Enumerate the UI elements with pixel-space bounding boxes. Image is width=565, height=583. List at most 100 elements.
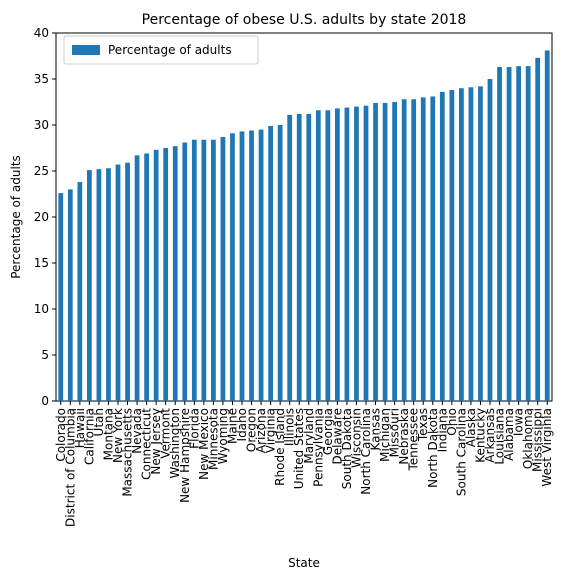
x-tick-label: Washington: [168, 408, 182, 479]
x-tick-label: Maryland: [302, 408, 316, 464]
bar: [497, 67, 502, 401]
x-tick-label: Ohio: [445, 408, 459, 436]
y-tick-label: 30: [34, 118, 49, 132]
x-tick-label: Virginia: [264, 408, 278, 453]
x-tick-label: Louisiana: [493, 408, 507, 465]
y-tick-label: 25: [34, 164, 49, 178]
x-tick-label: Alaska: [464, 408, 478, 447]
legend: Percentage of adults: [63, 35, 259, 65]
bar: [230, 133, 235, 401]
x-tick-label: South Dakota: [340, 408, 354, 489]
legend-frame: [63, 35, 259, 65]
bar: [163, 148, 169, 401]
bar: [201, 139, 207, 401]
x-tick-label: West Virginia: [540, 408, 554, 487]
y-tick-label: 5: [41, 348, 49, 362]
bar: [268, 125, 273, 402]
x-tick-label: Nebraska: [397, 408, 411, 465]
x-tick-label: Wyoming: [216, 408, 230, 464]
x-tick-label: Tennessee: [407, 408, 421, 472]
x-tick-label: New Hampshire: [178, 408, 192, 503]
x-tick-label: Wisconsin: [349, 408, 363, 468]
bar: [144, 153, 149, 401]
x-tick-label: Indiana: [435, 408, 449, 452]
bar: [172, 146, 178, 401]
x-tick-label: Idaho: [235, 408, 249, 441]
x-tick-label: North Carolina: [359, 408, 373, 495]
bar: [125, 162, 130, 401]
bar: [96, 169, 102, 401]
chart-title: Percentage of obese U.S. adults by state…: [142, 12, 467, 28]
x-tick-label: District of Columbia: [63, 408, 77, 527]
bar: [296, 113, 302, 402]
y-tick-label: 40: [34, 26, 49, 40]
bar: [182, 142, 188, 402]
bar: [439, 91, 445, 401]
x-tick-label: California: [82, 408, 96, 465]
bar: [478, 86, 483, 402]
bar: [382, 102, 388, 402]
bar: [134, 155, 140, 401]
x-tick-label: Hawaii: [73, 408, 87, 448]
bar: [516, 66, 521, 402]
bar: [354, 106, 359, 401]
bar: [430, 96, 436, 401]
x-tick-label: Kentucky: [473, 408, 487, 463]
x-tick-label: Michigan: [378, 408, 392, 462]
x-tick-label: Maine: [225, 408, 239, 444]
x-tick-label: New Jersey: [149, 408, 163, 475]
x-tick-label: Pennsylvania: [311, 408, 325, 487]
bar: [220, 136, 226, 401]
x-tick-label: Massachusetts: [121, 408, 135, 497]
y-tick-label: 10: [34, 302, 49, 316]
x-tick-label: Delaware: [330, 408, 344, 465]
bar: [115, 164, 121, 401]
x-tick-label: Kansas: [369, 408, 383, 450]
bar: [401, 99, 407, 402]
x-tick-label: Rhode Island: [273, 408, 287, 486]
bar: [449, 90, 455, 401]
bar: [363, 105, 369, 402]
y-tick-label: 15: [34, 256, 49, 270]
x-tick-label: Georgia: [321, 408, 335, 455]
x-tick-label: Montana: [101, 408, 115, 460]
x-tick-label: Utah: [92, 408, 106, 436]
bar: [373, 102, 378, 402]
x-tick-label: New York: [111, 408, 125, 463]
bar: [77, 182, 83, 401]
y-axis-label: Percentage of adults: [9, 155, 23, 279]
x-tick-label: Arkansas: [483, 408, 497, 463]
x-tick-label: Oregon: [245, 408, 259, 452]
x-tick-label: North Dakota: [426, 408, 440, 488]
x-tick-label: Illinois: [283, 408, 297, 446]
bar: [58, 193, 64, 401]
bar: [287, 114, 293, 401]
bar: [420, 97, 426, 402]
bar: [544, 50, 550, 401]
x-tick-label: Texas: [416, 408, 430, 442]
x-tick-label: Minnesota: [206, 408, 220, 470]
x-tick-label: Arizona: [254, 408, 268, 453]
x-tick-label: Florida: [187, 408, 201, 449]
x-tick-label: Mississippi: [531, 408, 545, 472]
bar: [67, 189, 73, 401]
x-tick-label: Alabama: [502, 408, 516, 461]
bar: [106, 168, 111, 401]
bar: [258, 129, 264, 401]
x-tick-label: Connecticut: [140, 408, 154, 480]
y-tick-label: 35: [34, 72, 49, 86]
x-tick-label: Iowa: [512, 408, 526, 436]
x-axis-label: State: [288, 556, 320, 570]
x-tick-label: South Carolina: [454, 408, 468, 496]
bar: [468, 87, 474, 401]
bar: [315, 110, 321, 401]
legend-label: Percentage of adults: [108, 43, 232, 57]
x-tick-label: Nevada: [130, 408, 144, 454]
y-tick-label: 0: [41, 394, 49, 408]
bar: [506, 67, 512, 401]
bar: [535, 57, 541, 402]
bar: [325, 110, 331, 401]
bar: [191, 139, 197, 401]
